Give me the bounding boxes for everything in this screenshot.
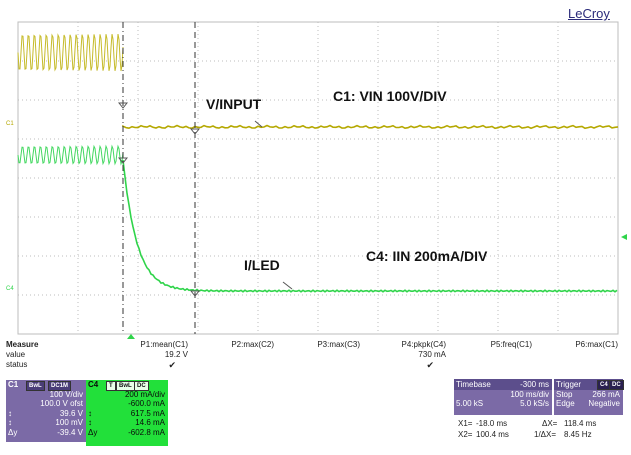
dc-chip: DC [134, 381, 149, 391]
c4-delta-y: -602.8 mA [128, 427, 165, 437]
param-p1[interactable]: P1:mean(C1) [140, 340, 188, 349]
c1-early-waveform [17, 33, 124, 72]
c1-cursor-a: 39.6 V [59, 408, 83, 418]
timebase-per-div: 100 ms/div [510, 390, 549, 399]
c4-early-waveform [17, 144, 124, 166]
c1-delta-y: -39.4 V [57, 427, 83, 437]
param-p2[interactable]: P2:max(C2) [231, 340, 274, 349]
measure-value-row: value 19.2 V 730 mA [6, 350, 626, 361]
annotation-c1-scale: C1: VIN 100V/DIV [333, 88, 447, 104]
value-p1: 19.2 V [164, 350, 188, 359]
cursor-b-icon: ↕ [8, 418, 12, 428]
c4-offset: -600.0 mA [128, 399, 165, 409]
cursor-crosshair-icon [117, 102, 129, 109]
x1-label: X1= [458, 419, 473, 428]
timebase-rate: 5.0 kS/s [520, 399, 549, 408]
c4-cursor-b: 14.6 mA [135, 418, 165, 428]
timebase-label: Timebase [456, 380, 491, 389]
c4-channel-panel[interactable]: C4 T BwL DC 200 mA/div -600.0 mA ↕ 617.5 … [86, 380, 168, 446]
c1-cursor-b: 100 mV [55, 418, 83, 428]
c1-ground-marker[interactable]: C1 [6, 121, 14, 127]
markers [117, 102, 627, 339]
trigger-label: Trigger [556, 380, 582, 389]
measure-table: Measure P1:mean(C1) P2:max(C2) P3:max(C3… [6, 340, 626, 378]
value-p4: 730 mA [418, 350, 446, 359]
cursor-crosshair-icon [117, 157, 129, 164]
status-row-label: status [6, 360, 28, 369]
c1-panel-name: C1 [8, 380, 19, 389]
c4-ground-marker[interactable]: C4 [6, 286, 14, 292]
cursor-b-icon: ↕ [88, 418, 92, 428]
measure-title[interactable]: Measure [6, 340, 39, 349]
delta-y-label: Δy [8, 427, 18, 437]
trigger-mode: Stop [556, 390, 573, 399]
param-p5[interactable]: P5:freq(C1) [490, 340, 532, 349]
trigger-slope: Negative [588, 399, 620, 408]
c1-vdiv: 100 V/div [49, 390, 83, 399]
dx-value: 118.4 ms [564, 419, 597, 428]
timebase-delay: -300 ms [520, 380, 549, 389]
annotation-vinput: V/INPUT [206, 96, 262, 112]
c1-offset: 100.0 V ofst [40, 399, 83, 409]
cursor-a-icon: ↕ [88, 408, 92, 418]
measure-header-row: Measure P1:mean(C1) P2:max(C2) P3:max(C3… [6, 340, 626, 351]
t-chip: T [106, 381, 116, 391]
cursor-crosshair-icon [189, 128, 201, 135]
bwl-chip: BwL [26, 381, 45, 391]
check-icon: ✔ [168, 360, 176, 370]
trigger-type: Edge [556, 399, 575, 408]
measure-status-row: status ✔ ✔ [6, 360, 626, 371]
param-p4[interactable]: P4:pkpk(C4) [401, 340, 446, 349]
trigger-panel[interactable]: Trigger C4 DC Stop 266 mA Edge Negative [554, 379, 624, 415]
vinput-pointer [254, 120, 263, 128]
dx-label: ΔX= [542, 419, 558, 428]
c4-trace [122, 160, 618, 293]
inv-dx-value: 8.45 Hz [564, 430, 592, 439]
x2-value: 100.4 ms [476, 430, 509, 439]
iled-pointer [282, 281, 293, 290]
c4-panel-name: C4 [88, 380, 99, 389]
param-p3[interactable]: P3:max(C3) [317, 340, 360, 349]
graticule [17, 21, 619, 335]
trigger-coupling-chip: DC [609, 380, 624, 390]
timebase-panel[interactable]: Timebase -300 ms 100 ms/div 5.00 kS 5.0 … [454, 379, 552, 415]
brand-logo-text: LeCroy [568, 6, 610, 21]
x1-value: -18.0 ms [476, 419, 508, 428]
check-icon: ✔ [426, 360, 434, 370]
dc1m-chip: DC1M [48, 381, 72, 391]
c4-vdiv: 200 mA/div [124, 390, 165, 399]
x2-label: X2= [458, 430, 473, 439]
c4-cursor-a: 617.5 mA [130, 408, 165, 418]
value-row-label: value [6, 350, 26, 359]
cursor-crosshair-icon [189, 290, 201, 297]
cursor-lines[interactable] [122, 22, 196, 334]
waveform-traces [17, 33, 619, 293]
cursor-readout: X1= -18.0 ms ΔX= 118.4 ms X2= 100.4 ms 1… [458, 418, 626, 440]
annotation-iled: I/LED [244, 257, 280, 273]
annotation-c4-scale: C4: IIN 200mA/DIV [366, 248, 488, 264]
trigger-level-icon[interactable] [621, 234, 627, 240]
trigger-position-icon[interactable] [127, 334, 135, 339]
delta-y-label: Δy [88, 427, 98, 437]
c1-trace [122, 124, 619, 130]
param-p6[interactable]: P6:max(C1) [575, 340, 618, 349]
inv-dx-label: 1/ΔX= [534, 430, 557, 439]
timebase-samples: 5.00 kS [456, 399, 484, 408]
cursor-a-icon: ↕ [8, 408, 12, 418]
c1-channel-panel[interactable]: C1 BwL DC1M 100 V/div 100.0 V ofst ↕ 39.6… [6, 380, 86, 442]
trigger-level: 266 mA [592, 390, 620, 399]
